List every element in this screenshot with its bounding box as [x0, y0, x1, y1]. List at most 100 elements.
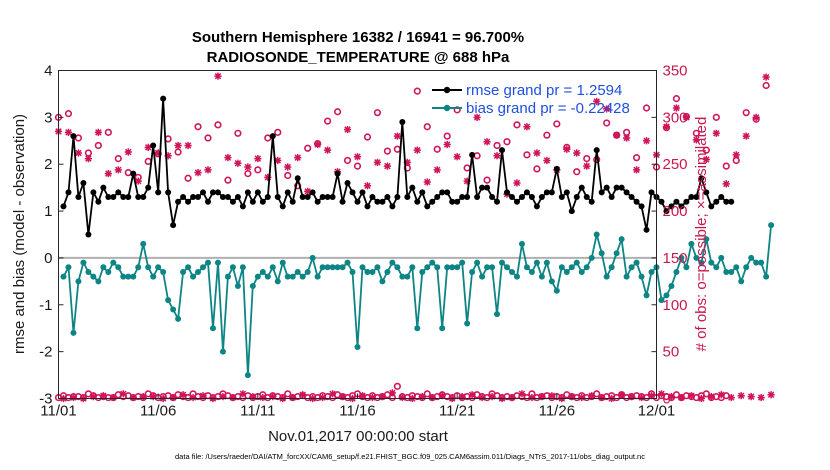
assimilated-obs-low-marker — [568, 393, 576, 401]
rmse-point — [180, 194, 187, 201]
x-axis-ticks: 11/01 11/06 11/11 11/16 11/21 11/26 12/01 — [40, 393, 675, 420]
bias-point — [563, 268, 570, 275]
bias-point — [459, 259, 466, 266]
rmse-point — [628, 194, 635, 201]
rmse-point — [429, 198, 436, 205]
assimilated-obs-marker — [264, 173, 272, 181]
rmse-point — [234, 194, 241, 201]
rmse-point — [419, 189, 426, 196]
bias-point — [319, 264, 326, 271]
bias-point — [469, 268, 476, 275]
bias-point — [394, 264, 401, 271]
rmse-point — [688, 194, 695, 201]
assimilated-obs-low-marker — [139, 393, 147, 401]
possible-obs-low-marker — [393, 382, 401, 390]
bias-point — [508, 268, 515, 275]
rmse-point — [60, 203, 67, 210]
rmse-point — [723, 198, 730, 205]
assimilated-obs-low-marker — [677, 393, 686, 402]
bias-point — [135, 264, 142, 271]
bias-point — [633, 259, 640, 266]
plot-layer — [54, 72, 775, 403]
bias-point — [374, 264, 381, 271]
assimilated-obs-low-marker — [199, 392, 207, 400]
assimilated-obs-marker — [184, 141, 192, 150]
rmse-point — [364, 203, 371, 210]
rmse-point — [513, 198, 520, 205]
bias-point — [334, 264, 341, 271]
assimilated-obs-low-marker — [418, 393, 426, 401]
assimilated-obs-marker — [343, 125, 352, 134]
bias-point — [264, 273, 271, 280]
assimilated-obs-low-marker — [478, 393, 486, 402]
rmse-point — [170, 222, 177, 229]
rmse-point — [713, 198, 720, 205]
assimilated-obs-low-marker — [747, 393, 755, 401]
possible-obs-marker — [333, 108, 342, 116]
assimilated-obs-marker — [632, 166, 641, 174]
bias-point — [70, 329, 77, 336]
rmse-point — [474, 194, 481, 201]
assimilated-obs-low-marker — [598, 393, 606, 402]
rmse-point — [374, 198, 381, 205]
rmse-point — [279, 203, 286, 210]
assimilated-obs-low-marker — [767, 391, 775, 399]
possible-obs-marker — [94, 141, 102, 150]
possible-obs-marker — [483, 176, 491, 184]
bias-point — [583, 264, 590, 271]
rmse-point — [678, 203, 685, 210]
rmse-point — [140, 194, 147, 201]
rmse-point — [90, 189, 97, 196]
bias-point — [95, 278, 102, 285]
rmse-point — [299, 194, 306, 201]
assimilated-obs-low-marker — [368, 393, 377, 402]
assimilated-obs-low-marker — [438, 392, 446, 400]
bias-point — [75, 278, 82, 285]
rmse-point — [528, 194, 535, 201]
assimilated-obs-low-marker — [707, 393, 715, 401]
x-tick-label: 11/11 — [240, 403, 275, 420]
bias-point — [479, 273, 486, 280]
possible-obs-marker — [672, 95, 681, 103]
bias-point — [703, 236, 710, 243]
rmse-point — [284, 189, 291, 196]
bias-point — [140, 240, 147, 247]
possible-obs-marker — [533, 165, 541, 173]
bias-point — [359, 264, 366, 271]
bias-point — [309, 254, 316, 261]
assimilated-obs-marker — [94, 128, 102, 136]
rmse-point — [294, 175, 301, 182]
left-axis-ticks: -3 -2 -1 0 1 2 3 4 — [39, 63, 64, 408]
rmse-point — [673, 198, 680, 205]
possible-obs-marker — [722, 162, 730, 170]
assimilated-obs-marker — [513, 179, 521, 187]
x-tick-label: 11/16 — [339, 403, 375, 420]
assimilated-obs-low-marker — [647, 392, 656, 400]
possible-obs-marker — [413, 87, 421, 95]
x-axis-label: Nov.01,2017 00:00:00 start — [268, 428, 449, 445]
rmse-point — [254, 189, 261, 196]
bias-point — [90, 273, 97, 280]
rmse-point — [115, 189, 122, 196]
assimilated-obs-low-marker — [538, 393, 546, 401]
bias-point — [324, 264, 331, 271]
assimilated-obs-low-marker — [618, 391, 626, 399]
y-tick-label: -1 — [39, 297, 52, 314]
assimilated-obs-marker — [732, 151, 740, 159]
rmse-point — [648, 189, 655, 196]
assimilated-obs-marker — [284, 163, 292, 171]
bias-point — [698, 259, 705, 266]
rmse-point — [588, 198, 595, 205]
assimilated-obs-marker — [523, 123, 531, 131]
bias-point — [379, 278, 386, 285]
possible-obs-marker — [244, 169, 252, 178]
rmse-point — [249, 198, 256, 205]
rmse-point — [190, 194, 197, 201]
assimilated-obs-marker — [294, 154, 302, 162]
x-tick-label: 11/21 — [439, 403, 475, 420]
y-tick-label: 0 — [44, 250, 52, 267]
rmse-point — [718, 194, 725, 201]
rmse-point — [504, 189, 510, 196]
bias-point — [618, 236, 625, 243]
bias-point — [160, 268, 167, 275]
